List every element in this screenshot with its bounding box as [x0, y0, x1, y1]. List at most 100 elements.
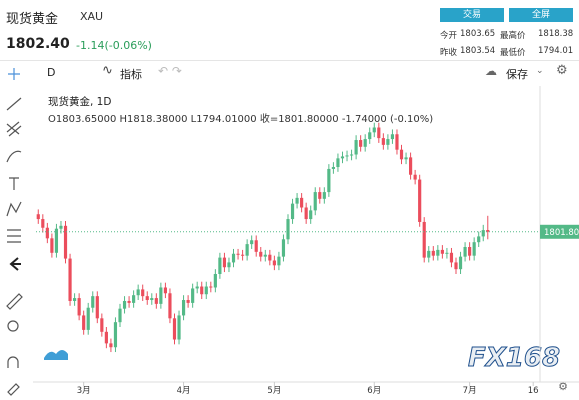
candle-body — [77, 298, 81, 316]
x-tick-label: 16 — [528, 386, 539, 396]
candle-body — [95, 296, 99, 319]
candle-body — [250, 240, 254, 245]
indicators[interactable]: 指标 — [120, 68, 142, 81]
candle-body — [422, 221, 426, 258]
candle-body — [309, 210, 313, 220]
candle-body — [154, 298, 158, 304]
candle-body — [445, 252, 449, 254]
candle-body — [63, 225, 68, 259]
candle-body — [336, 158, 340, 168]
candle-body — [390, 134, 395, 140]
candle-body — [91, 296, 95, 308]
lock-tool[interactable] — [7, 383, 20, 396]
candle-body — [318, 192, 322, 199]
candle-body — [277, 256, 281, 266]
candle-body — [259, 251, 263, 257]
candle-body — [377, 127, 381, 139]
trade-button[interactable]: 交易 — [440, 8, 504, 22]
back-tool[interactable] — [9, 257, 21, 271]
prediction-tool[interactable] — [7, 229, 21, 243]
zoom-tool[interactable] — [7, 320, 19, 332]
candle-body — [54, 228, 59, 253]
candle-body — [481, 230, 485, 237]
candle-body — [477, 236, 481, 243]
settings-icon[interactable]: ⚙ — [556, 63, 568, 78]
candle-body — [41, 219, 45, 228]
save-arrow: ⌄ — [536, 66, 544, 76]
candle-body — [345, 155, 349, 157]
candle-body — [177, 315, 181, 340]
candle-body — [418, 179, 422, 222]
crosshair-tool[interactable] — [8, 68, 20, 80]
candle-body — [132, 295, 136, 303]
candle-body — [268, 254, 272, 261]
stat-value: 1818.38 — [538, 29, 574, 39]
ruler-tool[interactable] — [6, 293, 23, 310]
stat-value: 1803.54 — [460, 46, 496, 56]
candle-body — [349, 154, 354, 156]
candle-body — [449, 252, 454, 263]
candle-body — [82, 315, 86, 330]
x-tick-label: 7月 — [463, 386, 477, 396]
x-tick-label: 3月 — [77, 386, 91, 396]
candle-body — [204, 286, 208, 295]
candle-body — [172, 318, 177, 340]
candle-body — [322, 192, 326, 199]
fullscreen-button[interactable]: 全屏 — [509, 8, 573, 22]
candle-body — [231, 253, 236, 263]
candle-body — [440, 249, 444, 254]
candle-body — [136, 289, 140, 296]
x-tick-label: 6月 — [367, 386, 381, 396]
candle-body — [263, 254, 267, 257]
candle-body — [399, 149, 404, 160]
text-tool[interactable] — [9, 177, 19, 190]
symbol: XAU — [80, 10, 104, 23]
candle-body — [45, 227, 49, 239]
candle-body — [36, 214, 40, 220]
candle-body — [186, 300, 190, 303]
candle-body — [413, 174, 417, 180]
candle-body — [436, 249, 440, 256]
candle-body — [222, 257, 227, 268]
brush-tool[interactable] — [6, 150, 22, 163]
stat-value: 1794.01 — [538, 46, 574, 56]
watermark: FX168 — [468, 343, 560, 373]
candle-body — [454, 262, 458, 270]
cloud-icon: ☁ — [485, 64, 497, 78]
candle-body — [241, 254, 245, 256]
stat-label: 最低价 — [500, 48, 526, 58]
candle-body — [236, 253, 240, 255]
line-tool[interactable] — [6, 97, 22, 111]
candle-body — [127, 300, 131, 303]
candle-body — [181, 300, 186, 316]
candle-body — [281, 239, 286, 257]
candle-body — [404, 157, 408, 160]
magnet-tool[interactable] — [7, 356, 19, 368]
candle-body — [386, 139, 390, 145]
candle-body — [218, 257, 222, 274]
candle-body — [304, 207, 308, 220]
candle-body — [150, 298, 154, 301]
logo-icon — [44, 350, 68, 360]
candle-body — [381, 138, 385, 145]
candle-body — [213, 273, 217, 288]
candle-body — [300, 197, 304, 208]
candle-body — [200, 286, 204, 295]
candle-body — [472, 242, 476, 256]
save[interactable]: 保存 — [506, 68, 528, 81]
candle-body — [209, 286, 213, 288]
candle-body — [168, 293, 172, 319]
candle-body — [109, 343, 113, 348]
candle-body — [163, 287, 167, 294]
interval[interactable]: D — [47, 66, 56, 79]
candle-body — [59, 225, 63, 229]
fib-tool[interactable] — [6, 121, 22, 137]
axis-settings[interactable]: ⚙ — [558, 380, 568, 393]
x-tick-label: 4月 — [177, 386, 191, 396]
undo-redo[interactable]: ↶ ↷ — [158, 64, 182, 78]
candle-body — [313, 192, 317, 211]
candle-body — [486, 230, 490, 232]
candle-body — [340, 156, 345, 159]
pattern-tool[interactable] — [6, 201, 22, 217]
